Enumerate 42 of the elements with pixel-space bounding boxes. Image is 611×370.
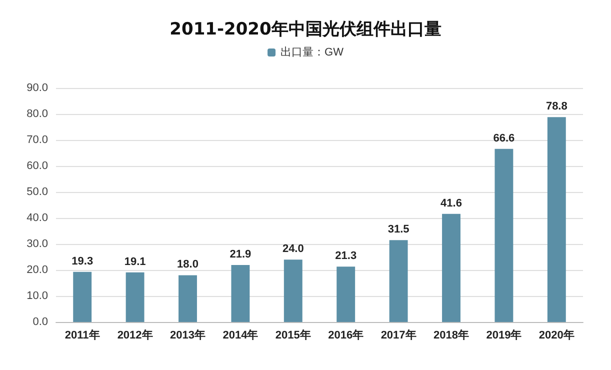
x-tick-label: 2019年 (486, 328, 522, 342)
bar (389, 240, 408, 322)
y-tick-label: 10.0 (26, 290, 48, 302)
x-tick-label: 2013年 (170, 328, 206, 342)
data-label: 18.0 (177, 258, 198, 271)
bar (126, 272, 144, 322)
bar (284, 260, 302, 322)
x-tick-label: 2014年 (222, 328, 258, 342)
data-label: 24.0 (282, 243, 304, 256)
x-tick-label: 2020年 (538, 328, 574, 342)
bar (73, 272, 92, 322)
y-tick-label: 30.0 (26, 238, 48, 250)
data-label: 19.1 (124, 256, 146, 268)
data-label: 31.5 (388, 224, 410, 236)
y-tick-label: 70.0 (26, 134, 48, 146)
bar (442, 214, 460, 322)
data-label: 66.6 (493, 132, 515, 144)
chart-title: 2011-2020年中国光伏组件出口量 (170, 20, 442, 40)
bar (231, 265, 250, 322)
bar (336, 266, 356, 322)
y-tick-label: 80.0 (26, 108, 48, 120)
bar (494, 148, 514, 322)
x-tick-label: 2018年 (434, 328, 469, 342)
data-label: 21.3 (335, 250, 357, 262)
bar (547, 117, 566, 322)
x-tick-label: 2015年 (275, 328, 311, 342)
x-tick-label: 2011年 (64, 328, 100, 342)
data-label: 41.6 (440, 197, 462, 210)
bar (178, 275, 197, 322)
y-tick-label: 0.0 (32, 316, 48, 328)
y-tick-label: 20.0 (26, 264, 48, 276)
data-label: 19.3 (72, 255, 94, 268)
x-tick-label: 2012年 (117, 328, 153, 342)
x-tick-label: 2017年 (380, 328, 416, 342)
data-label: 78.8 (546, 100, 568, 113)
y-tick-label: 50.0 (26, 186, 48, 198)
y-tick-label: 90.0 (26, 82, 48, 94)
x-tick-label: 2016年 (328, 328, 364, 342)
legend-label: 出口量：GW (280, 46, 344, 58)
data-label: 21.9 (230, 248, 252, 261)
y-tick-label: 60.0 (26, 160, 48, 172)
y-tick-label: 40.0 (26, 212, 48, 224)
